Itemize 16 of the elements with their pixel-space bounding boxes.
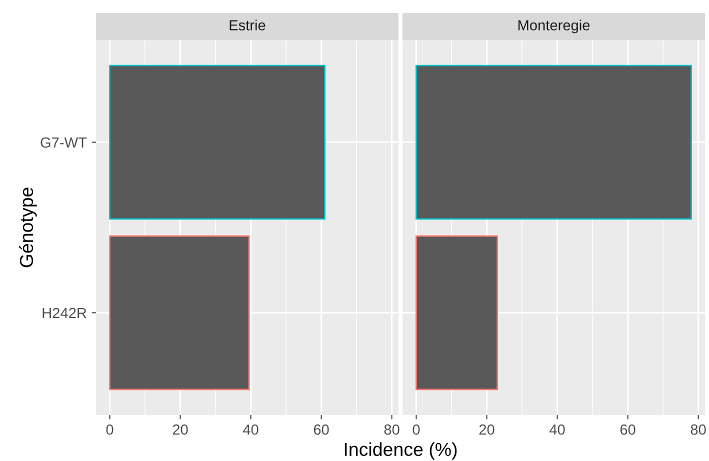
x-tick-label: 20 bbox=[172, 424, 188, 435]
x-tick-label: 80 bbox=[690, 424, 706, 435]
x-axis-title: Incidence (%) bbox=[344, 442, 457, 460]
chart-title: Monteregie bbox=[518, 20, 590, 34]
y-tick-label: G7-WT bbox=[40, 137, 87, 148]
x-tick-label: 0 bbox=[412, 424, 420, 435]
x-tick-label: 20 bbox=[479, 424, 494, 435]
chart-title: Estrie bbox=[230, 20, 266, 30]
x-tick-label: 40 bbox=[243, 424, 258, 435]
x-tick-label: 60 bbox=[620, 424, 636, 435]
x-tick-label: 40 bbox=[550, 424, 565, 435]
x-tick-label: 0 bbox=[106, 424, 114, 435]
x-tick-label: 60 bbox=[314, 424, 329, 435]
x-tick-label: 80 bbox=[384, 424, 400, 435]
y-axis-title: Génotype bbox=[19, 188, 37, 268]
y-tick-label: H242R bbox=[42, 308, 86, 318]
